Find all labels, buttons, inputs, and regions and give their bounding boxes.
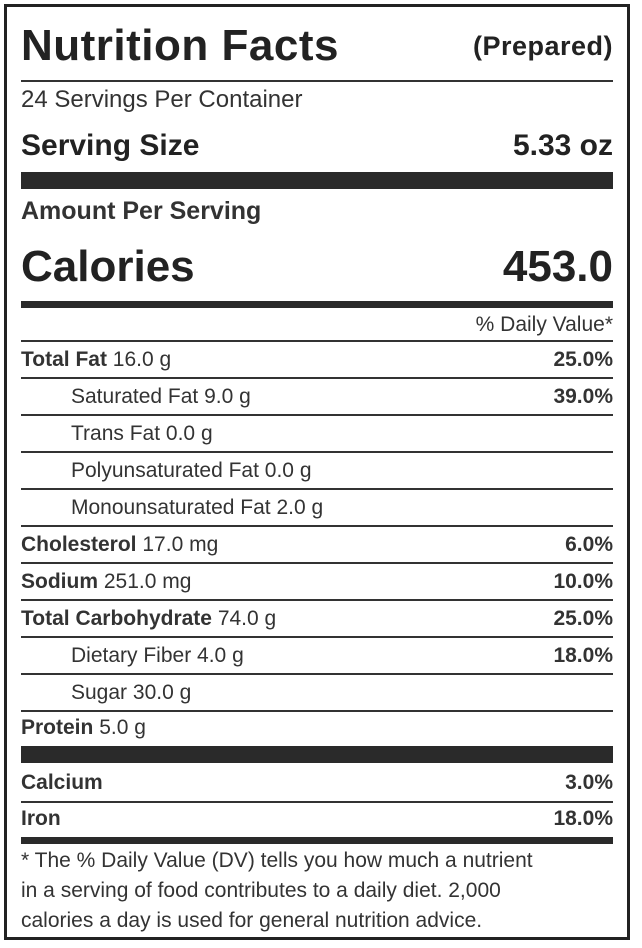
nutrient-daily-value: 10.0% [553, 569, 613, 593]
divider-dv [21, 340, 613, 342]
nutrient-row-trans-fat: Trans Fat 0.0 g [21, 417, 613, 450]
nutrient-row-polyunsaturated-fat: Polyunsaturated Fat 0.0 g [21, 454, 613, 487]
nutrient-name: Total Fat [21, 347, 107, 371]
servings-per-container: 24 Servings Per Container [21, 86, 303, 113]
serving-size-value: 5.33 oz [512, 129, 613, 162]
divider-row [21, 377, 613, 379]
nutrient-row-sugar: Sugar 30.0 g [21, 676, 613, 709]
divider-row [21, 710, 613, 712]
nutrient-row-sodium: Sodium 251.0 mg 10.0% [21, 565, 613, 598]
divider-medium-calories [21, 301, 613, 308]
footnote-line: in a serving of food contributes to a da… [21, 879, 501, 902]
amount-row: Amount Per Serving [21, 193, 613, 229]
nutrient-amount: 16.0 g [112, 347, 172, 371]
divider-row [21, 451, 613, 453]
nutrient-row-monounsaturated-fat: Monounsaturated Fat 2.0 g [21, 491, 613, 524]
nutrient-daily-value: 25.0% [553, 347, 613, 371]
nutrient-name: Monounsaturated Fat [71, 495, 271, 519]
daily-value-footnote: * The % Daily Value (DV) tells you how m… [21, 846, 613, 936]
nutrient-row-protein: Protein 5.0 g [21, 713, 613, 743]
servings-row: 24 Servings Per Container [21, 83, 613, 117]
nutrient-name: Total Carbohydrate [21, 606, 212, 630]
divider-row [21, 414, 613, 416]
label-subtitle: (Prepared) [472, 30, 613, 61]
nutrient-row-cholesterol: Cholesterol 17.0 mg 6.0% [21, 528, 613, 561]
divider-medium-footnote [21, 837, 613, 844]
footnote-line: * The % Daily Value (DV) tells you how m… [21, 849, 533, 872]
divider-row [21, 673, 613, 675]
nutrient-daily-value: 25.0% [553, 606, 613, 630]
divider-thick-top [21, 172, 613, 189]
nutrient-name: Sugar [71, 680, 128, 704]
label-title: Nutrition Facts [21, 21, 339, 70]
nutrient-row-total-fat: Total Fat 16.0 g 25.0% [21, 343, 613, 376]
amount-per-serving: Amount Per Serving [21, 196, 262, 225]
nutrient-amount: 17.0 mg [142, 532, 219, 556]
mineral-name: Iron [21, 807, 61, 830]
daily-value-header-row: % Daily Value* [21, 311, 613, 339]
nutrient-amount: 5.0 g [99, 716, 146, 739]
nutrient-name: Cholesterol [21, 532, 137, 556]
nutrient-name: Sodium [21, 569, 98, 593]
nutrient-row-total-carbohydrate: Total Carbohydrate 74.0 g 25.0% [21, 602, 613, 635]
mineral-daily-value: 3.0% [565, 771, 613, 794]
divider-row [21, 801, 613, 803]
nutrition-facts-label: Nutrition Facts (Prepared) 24 Servings P… [4, 4, 630, 940]
mineral-daily-value: 18.0% [553, 807, 613, 830]
nutrient-row-dietary-fiber: Dietary Fiber 4.0 g 18.0% [21, 639, 613, 672]
serving-size-label: Serving Size [21, 129, 200, 162]
nutrient-amount: 0.0 g [165, 421, 213, 445]
nutrient-amount: 251.0 mg [103, 569, 192, 593]
nutrient-name: Dietary Fiber [71, 643, 192, 667]
divider-row [21, 488, 613, 490]
divider-thick-minerals [21, 746, 613, 763]
divider-row [21, 599, 613, 601]
serving-size-row: Serving Size 5.33 oz [21, 122, 613, 170]
nutrient-name: Polyunsaturated Fat [71, 458, 259, 482]
title-row: Nutrition Facts (Prepared) [21, 17, 613, 75]
divider-row [21, 562, 613, 564]
mineral-row-calcium: Calcium 3.0% [21, 767, 613, 799]
divider-row [21, 525, 613, 527]
divider-row [21, 636, 613, 638]
nutrient-name: Trans Fat [71, 421, 161, 445]
nutrient-amount: 0.0 g [264, 458, 312, 482]
nutrient-daily-value: 39.0% [553, 384, 613, 408]
nutrient-name: Protein [21, 716, 94, 739]
nutrient-amount: 4.0 g [197, 643, 244, 667]
label-content: Nutrition Facts (Prepared) 24 Servings P… [21, 7, 613, 937]
nutrient-amount: 2.0 g [276, 495, 324, 519]
calories-value: 453.0 [502, 242, 613, 291]
nutrient-daily-value: 18.0% [553, 643, 613, 667]
nutrient-name: Saturated Fat [71, 384, 199, 408]
nutrient-amount: 30.0 g [132, 680, 192, 704]
divider-title [21, 80, 613, 82]
nutrient-row-saturated-fat: Saturated Fat 9.0 g 39.0% [21, 380, 613, 413]
daily-value-header: % Daily Value* [475, 313, 613, 336]
mineral-row-iron: Iron 18.0% [21, 804, 613, 834]
nutrient-amount: 9.0 g [204, 384, 251, 408]
calories-row: Calories 453.0 [21, 237, 613, 297]
calories-label: Calories [21, 242, 195, 291]
mineral-name: Calcium [21, 771, 103, 794]
nutrient-amount: 74.0 g [217, 606, 277, 630]
nutrient-daily-value: 6.0% [565, 532, 613, 556]
footnote-line: calories a day is used for general nutri… [21, 909, 483, 932]
